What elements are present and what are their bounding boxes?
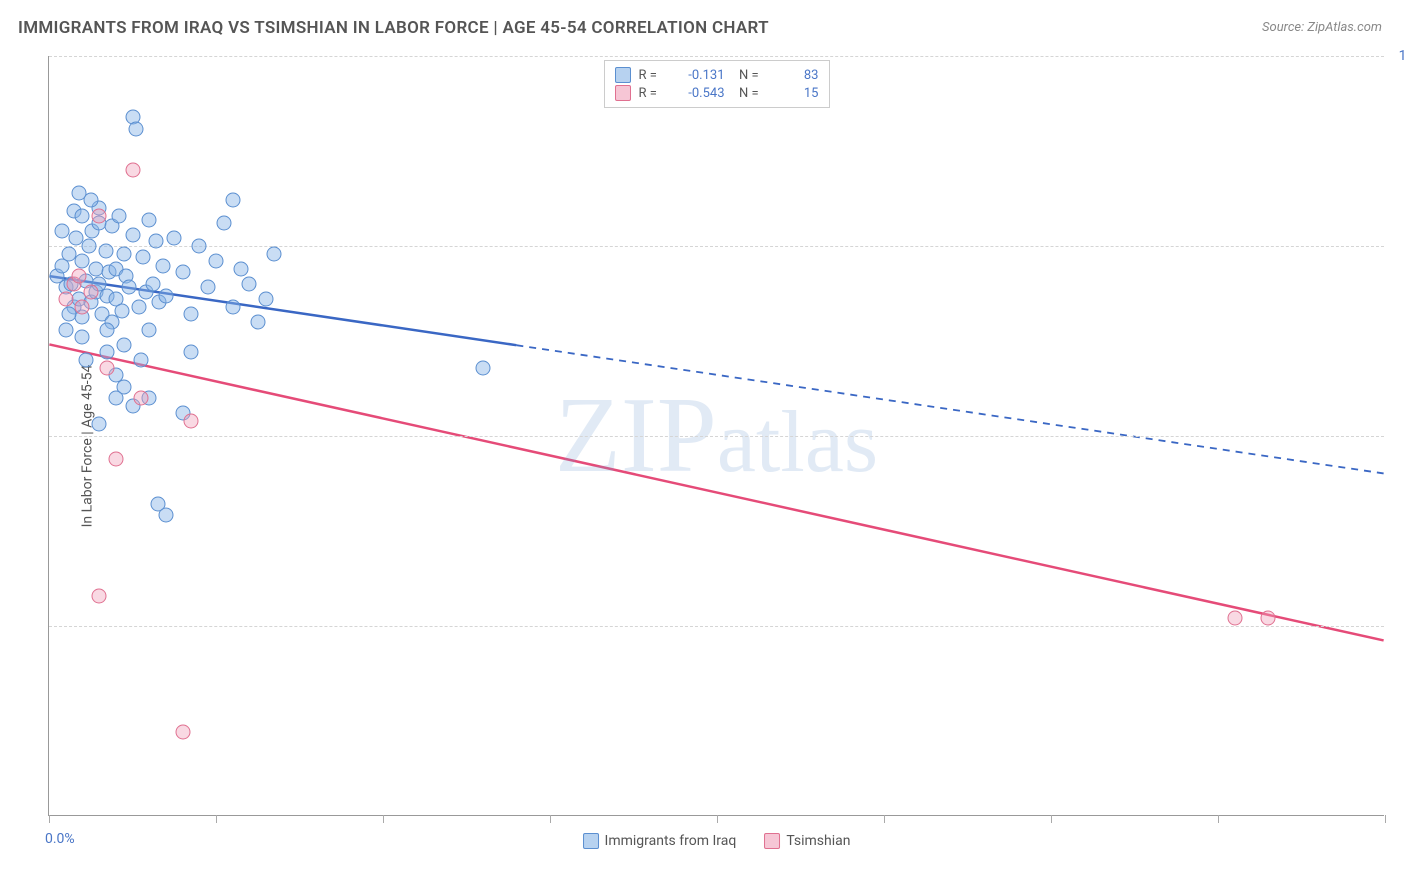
scatter-point-s2 <box>1261 611 1276 626</box>
chart-plot-area: R = -0.131 N = 83 R = -0.543 N = 15 ZIPa… <box>48 56 1384 816</box>
x-tick <box>1385 815 1386 823</box>
scatter-point-s1 <box>128 121 143 136</box>
legend-label-s2: Tsimshian <box>786 833 850 849</box>
scatter-point-s1 <box>125 228 140 243</box>
x-tick <box>550 815 551 823</box>
scatter-point-s1 <box>75 330 90 345</box>
scatter-point-s1 <box>242 277 257 292</box>
x-tick <box>717 815 718 823</box>
x-tick <box>884 815 885 823</box>
scatter-point-s1 <box>132 299 147 314</box>
scatter-point-s1 <box>234 261 249 276</box>
scatter-point-s1 <box>100 322 115 337</box>
scatter-point-s2 <box>75 299 90 314</box>
gridline-h <box>49 246 1384 247</box>
scatter-point-s1 <box>217 216 232 231</box>
scatter-point-s1 <box>183 345 198 360</box>
y-tick-label: 100.0% <box>1384 48 1406 64</box>
scatter-point-s1 <box>100 345 115 360</box>
scatter-point-s1 <box>175 264 190 279</box>
scatter-point-s1 <box>155 258 170 273</box>
scatter-point-s1 <box>250 315 265 330</box>
scatter-point-s1 <box>200 280 215 295</box>
scatter-point-s1 <box>225 299 240 314</box>
gridline-h <box>49 56 1384 57</box>
scatter-point-s1 <box>122 280 137 295</box>
scatter-point-s2 <box>1227 611 1242 626</box>
gridline-h <box>49 626 1384 627</box>
scatter-point-s1 <box>135 249 150 264</box>
scatter-point-s1 <box>183 307 198 322</box>
scatter-point-s1 <box>75 208 90 223</box>
scatter-point-s1 <box>267 246 282 261</box>
y-tick-label: 62.5% <box>1384 618 1406 634</box>
scatter-point-s2 <box>92 208 107 223</box>
scatter-point-s1 <box>117 246 132 261</box>
x-tick <box>1051 815 1052 823</box>
scatter-point-s2 <box>183 413 198 428</box>
scatter-point-s1 <box>78 353 93 368</box>
scatter-point-s1 <box>108 391 123 406</box>
scatter-point-s2 <box>58 292 73 307</box>
x-tick <box>383 815 384 823</box>
x-min-label: 0.0% <box>45 831 75 847</box>
scatter-point-s1 <box>115 304 130 319</box>
scatter-point-s1 <box>476 360 491 375</box>
x-tick <box>49 815 50 823</box>
x-max-label: 80.0% <box>1384 831 1406 847</box>
scatter-point-s1 <box>112 208 127 223</box>
scatter-point-s1 <box>145 277 160 292</box>
scatter-point-s1 <box>82 239 97 254</box>
legend-item-s2: Tsimshian <box>764 833 850 849</box>
scatter-point-s2 <box>72 269 87 284</box>
scatter-point-s1 <box>158 508 173 523</box>
regression-line-dashed-s1 <box>516 345 1383 473</box>
scatter-point-s1 <box>209 254 224 269</box>
scatter-point-s1 <box>259 292 274 307</box>
scatter-point-s1 <box>133 353 148 368</box>
y-tick-label: 75.0% <box>1384 428 1406 444</box>
scatter-point-s1 <box>142 322 157 337</box>
source-attribution: Source: ZipAtlas.com <box>1262 20 1382 35</box>
chart-title: IMMIGRANTS FROM IRAQ VS TSIMSHIAN IN LAB… <box>18 18 769 38</box>
x-tick <box>216 815 217 823</box>
swatch-icon <box>764 833 780 849</box>
scatter-point-s1 <box>142 213 157 228</box>
scatter-point-s1 <box>148 234 163 249</box>
regression-line-s2 <box>49 344 1383 640</box>
legend-label-s1: Immigrants from Iraq <box>605 833 737 849</box>
scatter-point-s1 <box>117 337 132 352</box>
scatter-point-s1 <box>92 416 107 431</box>
scatter-point-s2 <box>108 451 123 466</box>
scatter-point-s2 <box>133 391 148 406</box>
scatter-point-s1 <box>58 322 73 337</box>
scatter-point-s1 <box>55 223 70 238</box>
scatter-point-s2 <box>125 163 140 178</box>
scatter-point-s1 <box>158 289 173 304</box>
scatter-point-s2 <box>175 725 190 740</box>
scatter-point-s1 <box>192 239 207 254</box>
scatter-point-s1 <box>167 231 182 246</box>
scatter-point-s2 <box>100 360 115 375</box>
series-legend: Immigrants from Iraq Tsimshian <box>583 833 851 849</box>
scatter-point-s2 <box>83 284 98 299</box>
scatter-point-s1 <box>225 193 240 208</box>
gridline-h <box>49 436 1384 437</box>
y-tick-label: 87.5% <box>1384 238 1406 254</box>
legend-item-s1: Immigrants from Iraq <box>583 833 737 849</box>
scatter-point-s1 <box>98 243 113 258</box>
x-tick <box>1218 815 1219 823</box>
swatch-icon <box>583 833 599 849</box>
scatter-point-s2 <box>92 588 107 603</box>
scatter-point-s1 <box>72 185 87 200</box>
